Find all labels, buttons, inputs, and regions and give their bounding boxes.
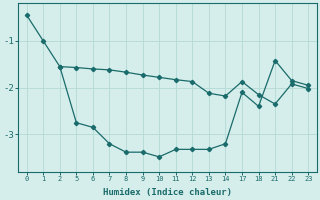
- X-axis label: Humidex (Indice chaleur): Humidex (Indice chaleur): [103, 188, 232, 197]
